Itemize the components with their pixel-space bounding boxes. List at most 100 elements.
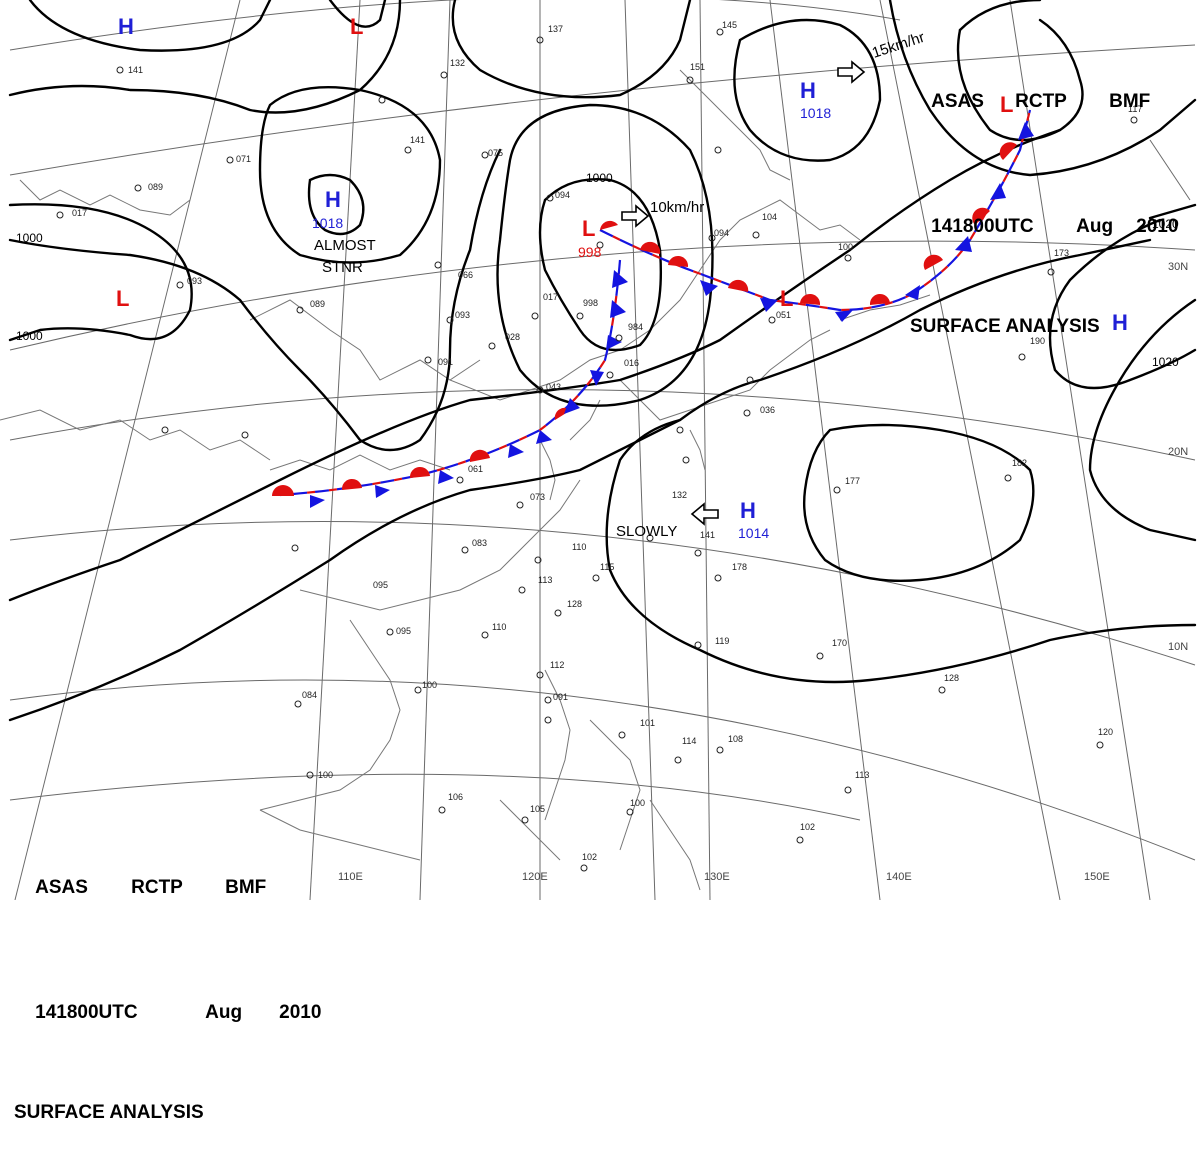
svg-text:093: 093 (455, 310, 470, 320)
header-month: Aug (1076, 216, 1114, 237)
svg-text:178: 178 (732, 562, 747, 572)
coastlines (0, 69, 931, 891)
header-row-1: ASAS RCTP BMF (910, 64, 1160, 139)
svg-text:016: 016 (624, 358, 639, 368)
lon-label-130e: 130E (704, 871, 730, 883)
svg-text:173: 173 (1054, 248, 1069, 258)
svg-text:141: 141 (410, 135, 425, 145)
svg-text:036: 036 (760, 405, 775, 415)
isobar-label-1000-low: 1000 (586, 171, 613, 185)
svg-text:075: 075 (488, 148, 503, 158)
lat-label-10n: 10N (1168, 641, 1188, 653)
svg-text:984: 984 (628, 322, 643, 332)
cold-front-triangles (310, 122, 1034, 508)
high-value-1018-ne: 1018 (800, 105, 831, 121)
header-bottom-left: ASAS RCTP BMF 141800UTC Aug 2010 SURFACE ANA… (14, 800, 321, 1150)
header-product-bottom: ASAS (35, 877, 88, 898)
header-year-bottom: 2010 (279, 1002, 322, 1023)
svg-text:113: 113 (855, 770, 869, 780)
low-center-ne: L (1000, 92, 1013, 117)
svg-text:190: 190 (1030, 336, 1045, 346)
svg-text:112: 112 (550, 660, 564, 670)
lon-label-120e: 120E (522, 871, 548, 883)
header-title: SURFACE ANALYSIS (910, 316, 1100, 337)
header-row-1-bottom: ASAS RCTP BMF (14, 850, 304, 925)
svg-text:137: 137 (548, 24, 563, 34)
lat-label-20n: 20N (1168, 446, 1188, 458)
header-station-bottom: RCTP (131, 877, 183, 898)
header-row-2-bottom: 141800UTC Aug 2010 (14, 975, 321, 1050)
svg-text:066: 066 (458, 270, 473, 280)
svg-text:089: 089 (310, 299, 325, 309)
header-code-bottom: BMF (225, 877, 267, 898)
svg-text:102: 102 (800, 822, 815, 832)
svg-text:028: 028 (505, 332, 520, 342)
warm-front-semicircles (272, 142, 1017, 496)
high-center-east: H (1112, 310, 1128, 335)
fronts (272, 109, 1034, 508)
motion-arrows (621, 60, 866, 526)
svg-text:100: 100 (838, 242, 853, 252)
isobar-label-1000-west: 1000 (16, 231, 43, 245)
low-center-front: L (780, 286, 793, 311)
arrow-high-1014 (690, 502, 719, 526)
svg-text:101: 101 (640, 718, 655, 728)
svg-text:113: 113 (538, 575, 552, 585)
lon-label-110e: 110E (338, 871, 363, 883)
graticule-labels: 110E 120E 130E 140E 150E 30N 20N 10N (338, 261, 1188, 883)
svg-text:108: 108 (728, 734, 743, 744)
isobar-label-1020-south: 1020 (1152, 355, 1179, 369)
svg-text:120: 120 (1098, 727, 1113, 737)
arrow-low-998 (621, 204, 650, 228)
high-center-nw: H (118, 14, 134, 39)
svg-text:105: 105 (530, 804, 545, 814)
svg-text:141: 141 (700, 530, 715, 540)
svg-text:110: 110 (572, 542, 586, 552)
svg-text:119: 119 (715, 636, 729, 646)
svg-text:100: 100 (630, 798, 645, 808)
low-center-west: L (116, 286, 129, 311)
svg-text:091: 091 (553, 692, 568, 702)
svg-text:100: 100 (318, 770, 333, 780)
pressure-centers: H L H 1018 L L 998 H 1018 L L H H 1014 (116, 14, 1128, 541)
svg-text:094: 094 (714, 228, 729, 238)
svg-text:128: 128 (944, 673, 959, 683)
high-center-1014: H (740, 498, 756, 523)
svg-text:132: 132 (672, 490, 687, 500)
svg-text:095: 095 (373, 580, 388, 590)
svg-text:110: 110 (492, 622, 506, 632)
svg-text:071: 071 (236, 154, 251, 164)
high-center-1018-central: H (325, 187, 341, 212)
header-product: ASAS (931, 91, 984, 112)
lon-label-150e: 150E (1084, 871, 1110, 883)
longitude-lines (14, 0, 1191, 900)
station-plots (56, 28, 1138, 872)
low-center-north: L (350, 14, 363, 39)
svg-text:091: 091 (438, 357, 453, 367)
svg-text:104: 104 (762, 212, 777, 222)
svg-text:182: 182 (1012, 458, 1027, 468)
svg-text:061: 061 (468, 464, 483, 474)
header-code: BMF (1109, 91, 1151, 112)
svg-text:998: 998 (583, 298, 598, 308)
lon-label-140e: 140E (886, 871, 912, 883)
svg-text:073: 073 (530, 492, 545, 502)
svg-text:017: 017 (543, 292, 558, 302)
almost-label: ALMOST (314, 237, 376, 254)
svg-text:084: 084 (302, 690, 317, 700)
svg-text:102: 102 (582, 852, 597, 862)
svg-text:095: 095 (396, 626, 411, 636)
isobar-label-1020-north: 1020 (1152, 217, 1179, 231)
slowly-label: SLOWLY (616, 523, 677, 540)
header-year: 2010 (1136, 216, 1179, 237)
svg-text:141: 141 (128, 65, 143, 75)
isobar-labels: 1000 1000 1000 1020 1020 (16, 171, 1179, 369)
header-title-bottom: SURFACE ANALYSIS (14, 1102, 204, 1123)
svg-text:132: 132 (450, 58, 465, 68)
svg-text:094: 094 (555, 190, 570, 200)
svg-text:115: 115 (600, 562, 614, 572)
isobar-label-1000-southwest: 1000 (16, 329, 43, 343)
svg-text:117: 117 (1128, 104, 1142, 114)
